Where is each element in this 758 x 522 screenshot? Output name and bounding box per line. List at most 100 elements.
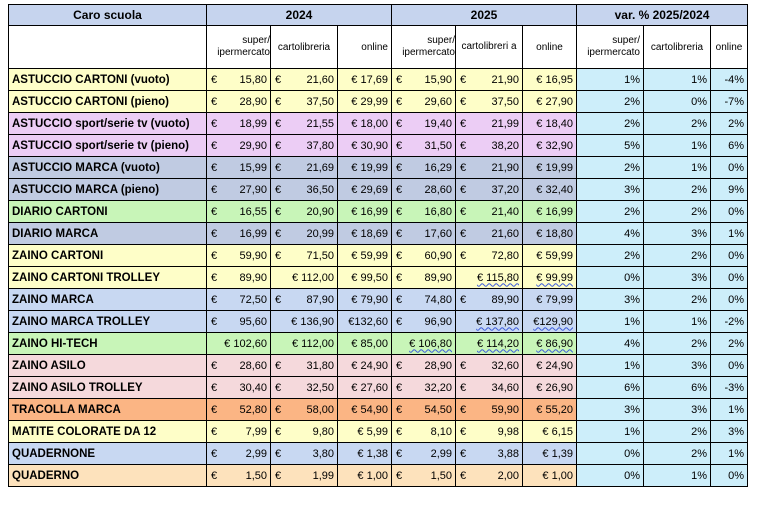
variation-cell: 2%: [576, 156, 644, 179]
price-amount: 37,50: [491, 95, 519, 108]
euro-sign: €: [211, 117, 218, 130]
price-cell: €32,20: [391, 376, 456, 399]
euro-sign: €: [211, 469, 218, 482]
variation-cell: 0%: [710, 464, 748, 487]
price-cell: €7,99: [206, 420, 271, 443]
variation-cell: 0%: [710, 266, 748, 289]
price-cell: €34,60: [455, 376, 523, 399]
euro-sign: €: [396, 403, 403, 416]
variation-cell: 2%: [643, 112, 711, 135]
price-cell: € 59,99: [522, 244, 577, 267]
variation-cell: 5%: [576, 134, 644, 157]
price-amount: 17,60: [424, 227, 452, 240]
table-row: ASTUCCIO MARCA (vuoto) €15,99 €21,69 € 19,9…: [8, 156, 748, 179]
price-cell: € 54,90: [337, 398, 392, 421]
price-cell: € 115,80: [455, 266, 523, 289]
table-row: DIARIO MARCA €16,99 €20,99 € 18,69 €17,60 €21…: [8, 222, 748, 245]
table-row: QUADERNONE €2,99 €3,80 € 1,38 €2,99 €3,88 € 1,…: [8, 442, 748, 465]
variation-cell: 2%: [643, 178, 711, 201]
price-cell: €37,50: [270, 90, 338, 113]
price-cell: € 79,90: [337, 288, 392, 311]
price-cell: € 112,00: [270, 332, 338, 355]
price-cell: € 5,99: [337, 420, 392, 443]
price-amount: 21,99: [491, 117, 519, 130]
item-name: QUADERNONE: [8, 442, 207, 465]
variation-cell: 2%: [643, 332, 711, 355]
variation-cell: 3%: [576, 288, 644, 311]
price-cell: €2,00: [455, 464, 523, 487]
variation-cell: 1%: [643, 156, 711, 179]
price-amount: 21,60: [306, 73, 334, 86]
subheader-label: super/ ipermercato: [217, 35, 270, 58]
price-cell: € 17,69: [337, 68, 392, 91]
price-cell: €21,99: [455, 112, 523, 135]
item-name: ZAINO MARCA: [8, 288, 207, 311]
euro-sign: €: [460, 139, 467, 152]
price-cell: €28,90: [391, 354, 456, 377]
price-cell: € 29,69: [337, 178, 392, 201]
price-cell: € 86,90: [522, 332, 577, 355]
price-cell: €9,80: [270, 420, 338, 443]
euro-sign: €: [396, 315, 403, 328]
euro-sign: €: [211, 205, 218, 218]
item-name: ASTUCCIO sport/serie tv (pieno): [8, 134, 207, 157]
price-amount: 38,20: [491, 139, 519, 152]
price-amount: 16,80: [424, 205, 452, 218]
euro-sign: €: [275, 73, 282, 86]
variation-cell: -7%: [710, 90, 748, 113]
price-amount: 18,99: [239, 117, 267, 130]
year-2025-header: 2025: [391, 4, 577, 26]
price-amount: 32,20: [424, 381, 452, 394]
price-cell: €21,69: [270, 156, 338, 179]
subheader-2024-cartolibreria: cartolibreria: [270, 25, 338, 69]
item-name: ASTUCCIO MARCA (vuoto): [8, 156, 207, 179]
price-amount: 28,60: [424, 183, 452, 196]
euro-sign: €: [460, 293, 467, 306]
price-amount: 34,60: [491, 381, 519, 394]
price-cell: € 114,20: [455, 332, 523, 355]
subheader-row: super/ ipermercato cartolibreria online …: [8, 25, 748, 69]
variation-cell: 3%: [643, 266, 711, 289]
price-cell: €37,20: [455, 178, 523, 201]
price-amount: 2,99: [430, 447, 452, 460]
price-cell: €31,80: [270, 354, 338, 377]
price-amount: 20,99: [306, 227, 334, 240]
table-row: ASTUCCIO CARTONI (vuoto) €15,80 €21,60 € 17…: [8, 68, 748, 91]
price-cell: €89,90: [455, 288, 523, 311]
item-name: ZAINO ASILO TROLLEY: [8, 376, 207, 399]
item-name: ZAINO HI-TECH: [8, 332, 207, 355]
variation-cell: 9%: [710, 178, 748, 201]
euro-sign: €: [275, 381, 282, 394]
price-amount: 1,50: [245, 469, 267, 482]
price-cell: €89,90: [391, 266, 456, 289]
price-amount: 87,90: [306, 293, 334, 306]
variation-cell: 4%: [576, 222, 644, 245]
euro-sign: €: [275, 95, 282, 108]
price-cell: €2,99: [391, 442, 456, 465]
variation-cell: 1%: [643, 68, 711, 91]
euro-sign: €: [396, 139, 403, 152]
euro-sign: €: [396, 447, 403, 460]
variation-cell: 2%: [576, 112, 644, 135]
euro-sign: €: [211, 359, 218, 372]
variation-cell: 6%: [643, 376, 711, 399]
price-cell: €29,60: [391, 90, 456, 113]
price-amount: 27,90: [239, 183, 267, 196]
price-amount: 28,90: [239, 95, 267, 108]
table-row: MATITE COLORATE DA 12 €7,99 €9,80 € 5,99 €8,…: [8, 420, 748, 443]
price-cell: €74,80: [391, 288, 456, 311]
price-cell: € 24,90: [522, 354, 577, 377]
item-name: ZAINO CARTONI: [8, 244, 207, 267]
price-amount: 89,90: [424, 271, 452, 284]
price-cell: € 85,00: [337, 332, 392, 355]
price-cell: €37,80: [270, 134, 338, 157]
price-cell: €72,50: [206, 288, 271, 311]
price-cell: €87,90: [270, 288, 338, 311]
price-amount: 28,90: [424, 359, 452, 372]
variation-cell: 0%: [710, 200, 748, 223]
variation-cell: 3%: [576, 398, 644, 421]
price-cell: € 24,90: [337, 354, 392, 377]
item-name: ZAINO MARCA TROLLEY: [8, 310, 207, 333]
price-amount: 21,90: [491, 73, 519, 86]
variation-cell: 3%: [643, 354, 711, 377]
